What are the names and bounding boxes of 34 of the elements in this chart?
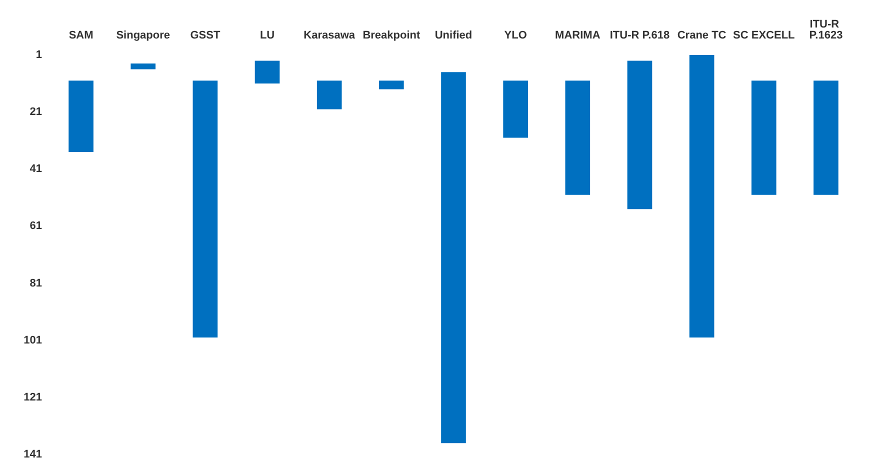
bar bbox=[627, 60, 652, 210]
x-tick-label: LU bbox=[260, 30, 275, 42]
y-tick-label: 61 bbox=[30, 220, 42, 232]
x-tick-label: Karasawa bbox=[304, 30, 356, 42]
bar bbox=[192, 80, 218, 338]
bar bbox=[814, 80, 838, 195]
bar bbox=[565, 80, 590, 195]
bar bbox=[441, 72, 466, 444]
x-tick-label: Singapore bbox=[116, 30, 170, 42]
x-tick-label: ITU-R P.1623 bbox=[809, 18, 843, 42]
x-tick-label: Breakpoint bbox=[362, 30, 420, 42]
bar bbox=[689, 55, 714, 338]
bar bbox=[68, 80, 94, 152]
x-tick-label: SAM bbox=[68, 30, 94, 42]
y-tick-label: 141 bbox=[24, 448, 42, 460]
y-tick-label: 1 bbox=[36, 49, 42, 61]
bar bbox=[254, 60, 280, 84]
y-tick-label: 121 bbox=[24, 391, 42, 404]
y-tick-label: 81 bbox=[30, 277, 42, 290]
bar bbox=[130, 64, 156, 70]
x-tick-label: YLO bbox=[504, 30, 528, 42]
x-tick-label: Unified bbox=[434, 30, 472, 42]
bar bbox=[316, 80, 342, 110]
x-tick-label: SC EXCELL bbox=[733, 30, 796, 42]
bar bbox=[503, 80, 528, 138]
y-tick-label: 101 bbox=[24, 334, 42, 346]
y-tick-label: 41 bbox=[30, 163, 42, 176]
x-tick-label: Crane TC bbox=[677, 30, 726, 42]
x-tick-label: MARIMA bbox=[555, 30, 600, 42]
x-tick-label: ITU-R P.618 bbox=[610, 30, 670, 42]
y-tick-label: 21 bbox=[30, 106, 42, 118]
bar bbox=[379, 80, 404, 90]
x-tick-label: GSST bbox=[190, 30, 220, 42]
bar bbox=[751, 80, 776, 195]
